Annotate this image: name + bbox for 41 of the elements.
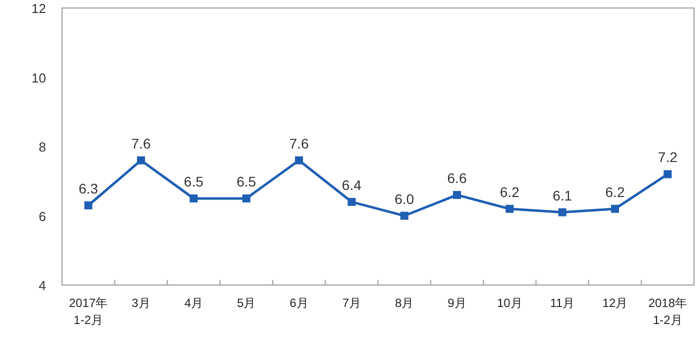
- point: [506, 204, 514, 213]
- x-tick-label: 3月: [132, 296, 150, 310]
- data-label: 6.0: [394, 190, 414, 207]
- x-tick-label: 2018年 1-2月: [648, 296, 688, 327]
- point: [242, 194, 250, 202]
- y-tick-label: 4: [38, 278, 46, 293]
- x-tick-label: 9月: [448, 296, 466, 310]
- x-tick-label: 8月: [394, 296, 414, 310]
- data-label: 6.2: [605, 184, 625, 200]
- y-tick-label: 12: [32, 1, 46, 16]
- point: [295, 156, 303, 164]
- point: [190, 194, 198, 202]
- point: [348, 198, 356, 206]
- y-tick-label: 6: [38, 208, 46, 224]
- x-tick-label: 6月: [290, 296, 308, 310]
- x-tick-label: 7月: [342, 296, 362, 310]
- x-tick-label: 12月: [602, 296, 628, 310]
- x-tick-label: 5月: [236, 296, 256, 310]
- data-label: 7.2: [658, 149, 678, 166]
- data-label: 7.6: [131, 135, 151, 152]
- data-label: 6.5: [236, 173, 256, 190]
- data-label: 6.3: [78, 180, 98, 196]
- y-tick-label: 10: [32, 70, 46, 86]
- x-tick-label: 2017年 1-2月: [68, 296, 108, 327]
- y-tick-label: 8: [38, 140, 46, 154]
- data-label: 6.2: [500, 184, 520, 200]
- point: [558, 208, 566, 216]
- point: [137, 156, 145, 164]
- data-label: 6.5: [184, 173, 204, 190]
- x-tick-label: 11月: [550, 296, 575, 310]
- data-label: 7.6: [289, 135, 309, 152]
- point: [611, 204, 619, 213]
- data-label: 6.4: [342, 176, 362, 193]
- point: [453, 190, 461, 199]
- point: [84, 201, 92, 210]
- x-tick-label: 4月: [184, 296, 204, 310]
- point: [664, 170, 672, 178]
- data-label: 6.1: [552, 187, 572, 204]
- x-tick-label: 10月: [496, 296, 522, 310]
- point: [400, 212, 408, 220]
- data-label: 6.6: [447, 170, 467, 186]
